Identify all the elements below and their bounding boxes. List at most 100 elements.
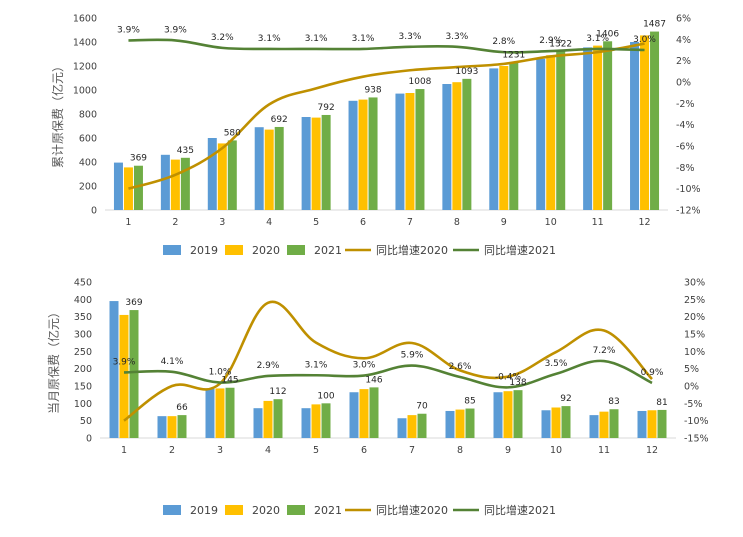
bar-value-label: 369 [130,154,147,164]
legend-label-同比增速2021: 同比增速2021 [484,503,556,517]
x-tick-label: 6 [360,217,366,228]
legend-swatch-2019 [163,245,181,255]
cumulative-premium-chart: 0 200 400 600 800 1000 1200 1400 1600 6% 4% 2% 0% -2%… [50,14,701,258]
legend-swatch-2021 [287,245,305,255]
bar-2019-m8 [442,84,452,210]
bar-value-label: 66 [176,403,188,413]
y-tick-label: 250 [74,347,92,358]
bar-2020-m11 [593,45,603,210]
bar-2020-m3 [217,143,227,210]
bar-2021-m3 [225,387,235,438]
growth-label: 3.1% [586,34,609,44]
x-tick-label: 12 [638,217,650,228]
growth-label: 3.1% [305,360,328,370]
legend-label-2021: 2021 [314,504,342,517]
x-tick-label: 2 [169,445,175,456]
bar-2021-m12 [657,409,667,438]
growth-label: 3.1% [352,34,375,44]
bar-2020-m7 [405,93,415,210]
bar-value-label: 938 [364,85,381,95]
y-tick-label: 1600 [73,14,97,25]
y-tick-label: 350 [74,312,92,323]
y2-tick-label: 15% [684,330,705,341]
bar-value-label: 100 [317,391,334,401]
bar-2019-m6 [349,392,359,438]
x-tick-label: 5 [313,217,319,228]
bar-2019-m12 [637,410,647,438]
y2-tick-label: -10% [684,416,709,427]
bar-value-label: 1487 [643,20,666,30]
line-同比增速2020 [123,300,653,422]
bar-2020-m4 [264,129,274,210]
legend-label-同比增速2020: 同比增速2020 [376,243,448,257]
bar-2021-m7 [415,89,425,210]
y2-tick-label: 4% [676,35,691,46]
bar-2019-m9 [493,392,503,438]
growth-label: 3.2% [211,33,234,43]
line-同比增速2020 [128,42,645,190]
bar-2019-m4 [254,127,264,210]
legend-label-2020: 2020 [252,504,280,517]
x-tick-label: 1 [125,217,131,228]
x-tick-label: 11 [592,217,604,228]
growth-label: 3.3% [399,32,422,42]
bar-2021-m6 [369,387,379,438]
bar-2020-m1 [119,314,129,438]
x-tick-label: 10 [550,445,562,456]
bar-2021-m7 [417,413,427,438]
growth-label: 5.9% [401,351,424,361]
x-tick-label: 6 [361,445,367,456]
bar-2019-m1 [113,162,123,210]
growth-label: 0.9% [641,368,664,378]
bar-2019-m8 [445,410,455,438]
bar-2019-m5 [301,408,311,438]
bar-2021-m1 [129,310,139,438]
bar-2021-m11 [603,41,613,210]
growth-label: 3.5% [545,359,568,369]
bar-value-label: 580 [224,128,241,138]
y2-tick-label: 20% [684,312,705,323]
growth-label: 2.6% [449,362,472,372]
bar-2020-m12 [647,410,657,438]
x-tick-label: 9 [505,445,511,456]
line-同比增速2021 [128,38,645,54]
bar-2019-m7 [395,93,405,210]
y-tick-label: 200 [79,182,97,193]
legend-label-同比增速2021: 同比增速2021 [484,243,556,257]
bar-2021-m5 [321,114,331,210]
y2-tick-label: 10% [684,347,705,358]
bar-2020-m12 [640,35,650,211]
bar-2019-m12 [630,42,640,210]
x-tick-label: 10 [545,217,557,228]
bar-2019-m1 [109,301,119,438]
y2-tick-label: -15% [684,434,709,445]
bar-value-label: 792 [318,103,335,113]
y-tick-label: 1000 [73,86,97,97]
bar-2020-m5 [311,404,321,438]
bar-2019-m10 [541,410,551,438]
bar-value-label: 1231 [502,50,525,60]
bar-2020-m9 [499,66,509,210]
y-tick-label: 50 [80,416,92,427]
bar-value-label: 83 [608,397,619,407]
y2-tick-label: -8% [676,163,695,174]
bar-2019-m7 [397,418,407,438]
growth-label: 3.9% [117,25,140,35]
growth-label: 4.1% [161,357,184,367]
bar-2021-m2 [177,415,187,438]
x-tick-label: 8 [457,445,463,456]
y2-tick-label: -12% [676,206,701,217]
bar-value-label: 112 [269,387,286,397]
x-tick-label: 11 [598,445,610,456]
legend-label-2021: 2021 [314,244,342,257]
y-tick-label: 1200 [73,62,97,73]
bar-2020-m10 [551,407,561,438]
y2-tick-label: 30% [684,278,705,289]
bar-2021-m4 [274,126,284,210]
growth-label: 3.9% [113,357,136,367]
bar-value-label: 692 [271,115,288,125]
x-tick-label: 8 [454,217,460,228]
bar-2020-m8 [452,82,462,210]
bar-2020-m10 [546,55,556,211]
